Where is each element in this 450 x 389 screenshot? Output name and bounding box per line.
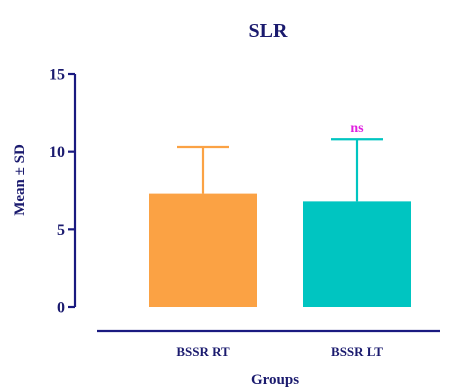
y-tick-label: 15 [49, 67, 65, 84]
bars [149, 194, 411, 307]
x-tick-label: BSSR RT [176, 344, 230, 359]
x-axis: BSSR RT BSSR LT [97, 331, 440, 359]
y-axis: 0 5 10 15 [49, 67, 75, 317]
y-tick-label: 0 [57, 300, 65, 317]
y-tick-label: 10 [49, 144, 65, 161]
error-bars [177, 139, 383, 201]
bar [303, 201, 411, 307]
bar [149, 194, 257, 307]
y-axis-label: Mean ± SD [12, 144, 28, 216]
x-tick-label: BSSR LT [331, 344, 383, 359]
x-axis-label: Groups [251, 372, 299, 388]
chart-title: SLR [249, 20, 288, 42]
significance-annotation: ns [350, 121, 364, 136]
y-tick-label: 5 [57, 222, 65, 239]
